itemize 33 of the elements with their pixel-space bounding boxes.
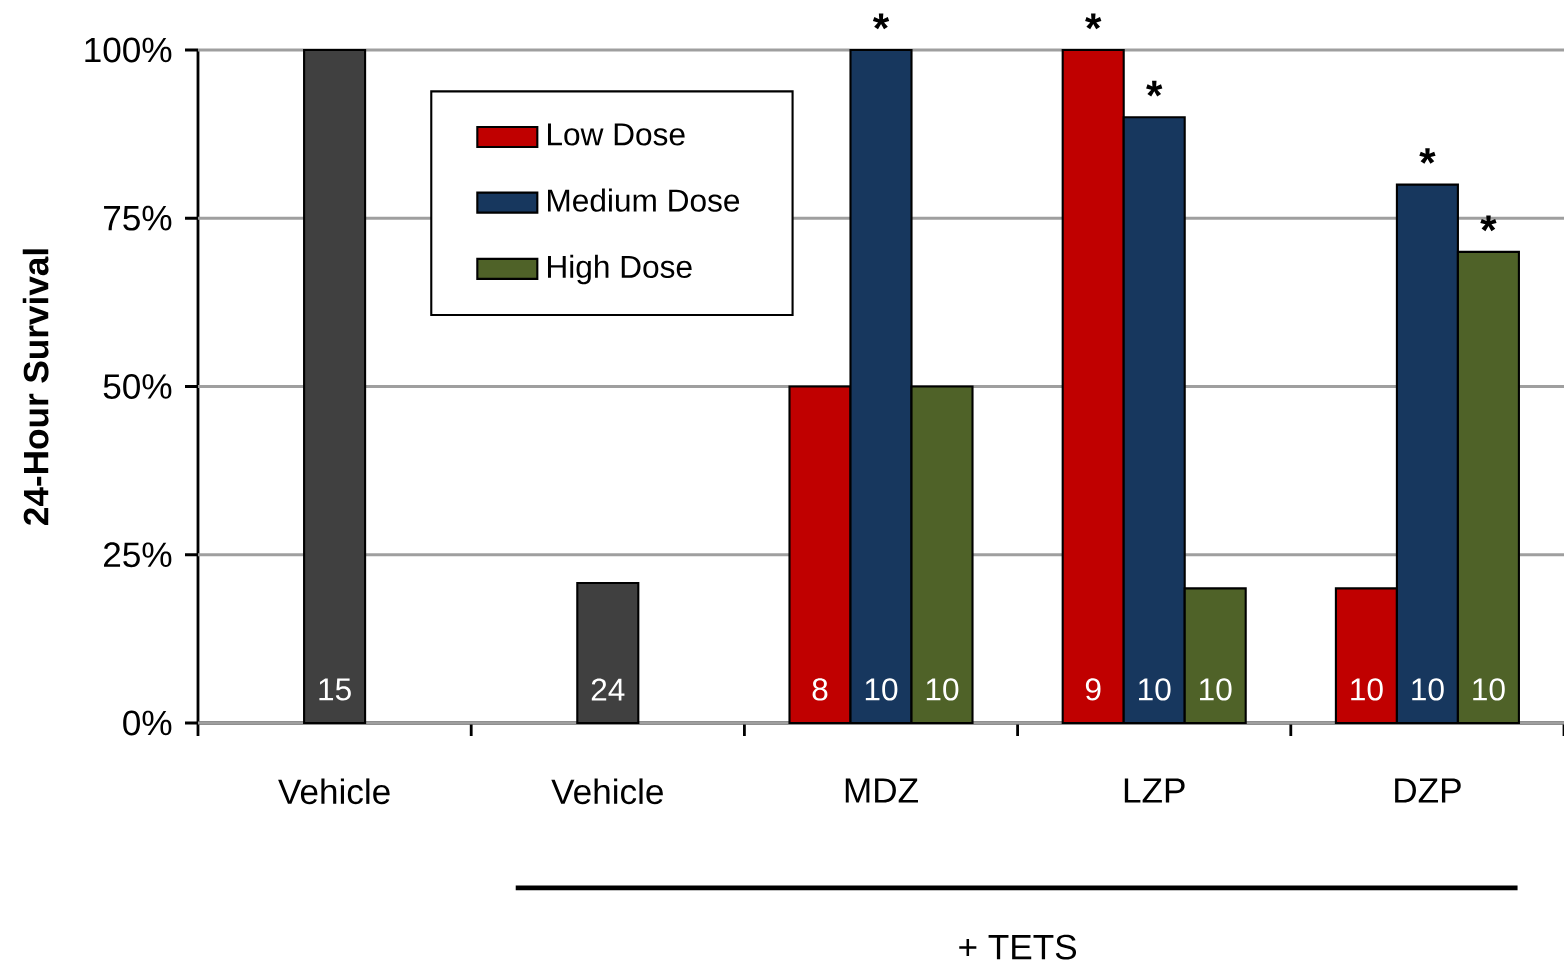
annotation: 24 bbox=[591, 678, 625, 701]
bar bbox=[576, 581, 640, 725]
y-tick-label: 75% bbox=[104, 205, 172, 231]
annotation: 8 bbox=[812, 678, 828, 701]
annotation: 10 bbox=[1139, 678, 1171, 701]
y-axis-title: 24-Hour Survival bbox=[22, 249, 49, 525]
x-tick-label: MDZ bbox=[845, 778, 918, 803]
annotation: 10 bbox=[926, 678, 959, 701]
legend-label: High Dose bbox=[548, 254, 692, 285]
annotation: * bbox=[1146, 80, 1163, 97]
y-tick-label: 50% bbox=[103, 374, 172, 399]
annotation: 10 bbox=[1473, 678, 1505, 701]
x-tick-label: Vehicle bbox=[551, 778, 663, 805]
y-tick-label: 100% bbox=[85, 37, 172, 63]
bar bbox=[303, 48, 367, 725]
text: * bbox=[872, 13, 890, 30]
text: + TETS bbox=[959, 934, 1077, 960]
y-tick-label: 25% bbox=[104, 542, 172, 568]
y-tick-label: 0% bbox=[123, 710, 172, 736]
annotation: * bbox=[1419, 148, 1436, 164]
annotation: 10 bbox=[1351, 678, 1383, 701]
annotation: * bbox=[1480, 215, 1497, 232]
legend-label: Low Dose bbox=[548, 123, 685, 146]
x-tick-label: LZP bbox=[1124, 778, 1185, 803]
annotation: 10 bbox=[865, 678, 898, 701]
legend-label: Medium Dose bbox=[548, 188, 740, 212]
x-tick-label: Vehicle bbox=[278, 778, 390, 805]
x-tick-label: DZP bbox=[1395, 778, 1461, 803]
annotation: 10 bbox=[1200, 678, 1232, 701]
text: * bbox=[1085, 13, 1102, 30]
annotation: 15 bbox=[319, 678, 351, 701]
annotation: 10 bbox=[1412, 678, 1444, 701]
annotation: 9 bbox=[1085, 678, 1101, 701]
